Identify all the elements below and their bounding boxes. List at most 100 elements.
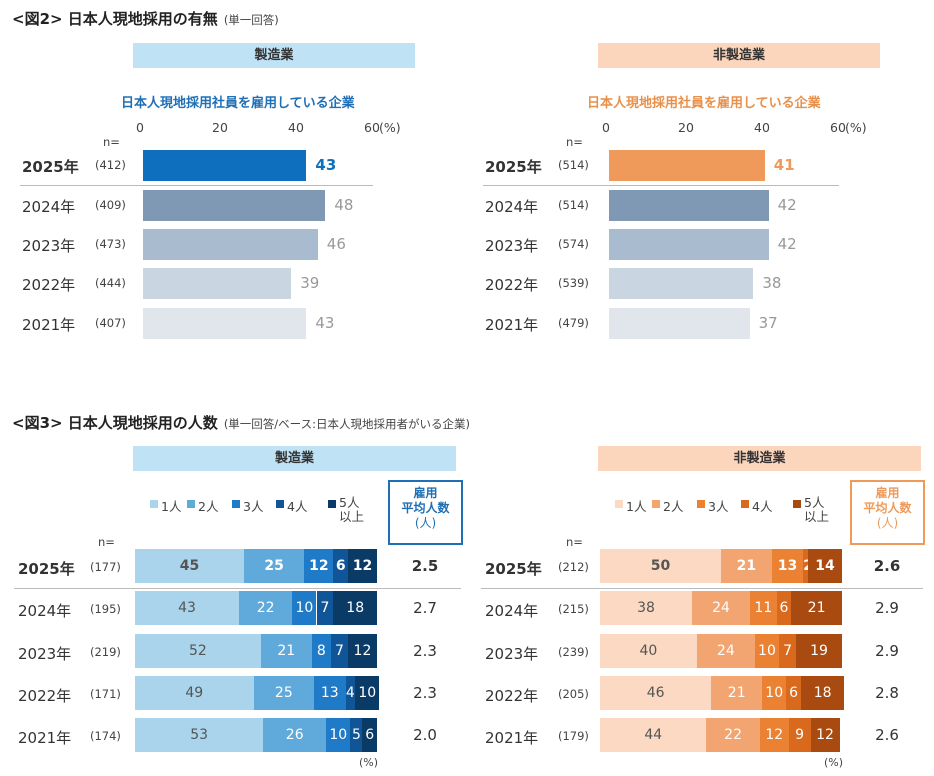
bar-segment: 7 bbox=[331, 634, 348, 668]
legend-item: 1人 bbox=[615, 496, 646, 515]
year-label: 2024年 bbox=[485, 602, 539, 620]
n-count: (514) bbox=[558, 198, 589, 212]
year-label: 2021年 bbox=[485, 316, 539, 334]
bar-segment: 24 bbox=[696, 634, 755, 668]
bar bbox=[609, 229, 769, 260]
avg-header-line: 平均人数 bbox=[401, 501, 450, 515]
bar-segment: 6 bbox=[333, 549, 348, 583]
bar-segment: 7 bbox=[779, 634, 797, 668]
bar-segment: 6 bbox=[786, 676, 801, 710]
n-count: (479) bbox=[558, 316, 589, 330]
unit-label: (%) bbox=[845, 120, 867, 135]
bar-segment: 18 bbox=[333, 591, 377, 625]
bar-value-label: 46 bbox=[326, 235, 346, 253]
year-label: 2025年 bbox=[22, 158, 79, 176]
avg-header-line: 平均人数 bbox=[863, 501, 912, 515]
legend-label: 5人 以上 bbox=[804, 495, 830, 524]
legend-swatch bbox=[793, 500, 801, 508]
bar-segment: 38 bbox=[600, 591, 692, 625]
bar-segment: 18 bbox=[800, 676, 845, 710]
n-count: (407) bbox=[95, 316, 126, 330]
bar bbox=[609, 268, 754, 299]
x-tick-label: 40 bbox=[754, 120, 770, 135]
bar bbox=[609, 308, 750, 339]
n-count: (412) bbox=[95, 158, 126, 172]
avg-header-line: 雇用 bbox=[413, 486, 438, 500]
avg-value: 2.5 bbox=[411, 557, 439, 575]
n-count: (444) bbox=[95, 276, 126, 290]
year-label: 2022年 bbox=[18, 687, 72, 705]
bar-segment: 4 bbox=[345, 676, 356, 710]
bar-segment: 44 bbox=[600, 718, 707, 752]
legend-label: 2人 bbox=[198, 499, 219, 514]
n-count: (205) bbox=[558, 687, 589, 701]
year-label: 2024年 bbox=[485, 198, 539, 216]
bar-value-label: 43 bbox=[315, 156, 337, 174]
bar-segment: 53 bbox=[135, 718, 264, 752]
bar-segment: 10 bbox=[762, 676, 787, 710]
row-separator bbox=[483, 185, 839, 186]
bar-segment: 50 bbox=[600, 549, 721, 583]
x-tick-label: 0 bbox=[602, 120, 610, 135]
year-label: 2021年 bbox=[22, 316, 76, 334]
fig3-mfg-chart: 1人 2人 3人 4人 5人 以上 雇用 平均人数 (人) n= 2025年 (177) 45 25 12 6… bbox=[14, 480, 463, 769]
fig3-title-text: <図3> 日本人現地採用の人数 bbox=[12, 414, 218, 432]
bar-segment: 5 bbox=[350, 718, 363, 752]
bar-segment: 24 bbox=[691, 591, 751, 625]
bar-segment: 21 bbox=[791, 591, 842, 625]
unit-label: (%) bbox=[359, 756, 379, 769]
fig3-nonmfg-band: 非製造業 bbox=[598, 446, 921, 471]
bar-value-label: 42 bbox=[777, 235, 797, 253]
legend-item: 5人 以上 bbox=[328, 496, 364, 524]
bar-value-label: 37 bbox=[758, 314, 778, 332]
n-count: (195) bbox=[90, 602, 121, 616]
bar-segment: 10 bbox=[355, 676, 380, 710]
bar-value-label: 48 bbox=[334, 196, 354, 214]
x-tick-label: 20 bbox=[212, 120, 228, 135]
avg-header-box: 雇用 平均人数 (人) bbox=[850, 480, 925, 545]
n-count: (514) bbox=[558, 158, 589, 172]
n-count: (174) bbox=[90, 729, 121, 743]
n-count: (539) bbox=[558, 276, 589, 290]
n-count: (473) bbox=[95, 237, 126, 251]
legend-item: 5人 以上 bbox=[793, 496, 829, 524]
legend-swatch bbox=[741, 500, 749, 508]
legend-label: 1人 bbox=[161, 499, 182, 514]
bar-segment: 49 bbox=[135, 676, 254, 710]
legend-label: 5人 以上 bbox=[339, 495, 365, 524]
bar-segment: 40 bbox=[600, 634, 697, 668]
year-label: 2023年 bbox=[18, 645, 72, 663]
bar-value-label: 39 bbox=[300, 274, 320, 292]
bar-value-label: 43 bbox=[315, 314, 335, 332]
avg-header-box: 雇用 平均人数 (人) bbox=[388, 480, 463, 545]
fig2-title-text: <図2> 日本人現地採用の有無 bbox=[12, 10, 218, 28]
fig2-mfg-chart: 日本人現地採用社員を雇用している企業 n= 0 20 40 60 (%) 2025年 (412)… bbox=[0, 0, 467, 360]
n-label: n= bbox=[98, 535, 115, 549]
bar bbox=[143, 308, 307, 339]
x-tick-label: 60 bbox=[364, 120, 380, 135]
bar-segment: 43 bbox=[135, 591, 240, 625]
year-label: 2022年 bbox=[22, 276, 76, 294]
avg-header-line: (人) bbox=[876, 516, 899, 530]
bar-value-label: 41 bbox=[773, 156, 795, 174]
n-label: n= bbox=[103, 135, 120, 149]
bar-segment: 13 bbox=[314, 676, 346, 710]
legend-swatch bbox=[150, 500, 158, 508]
legend-item: 3人 bbox=[697, 496, 728, 515]
year-label: 2024年 bbox=[18, 602, 72, 620]
legend-label: 1人 bbox=[626, 499, 647, 514]
legend-swatch bbox=[232, 500, 240, 508]
legend-swatch bbox=[276, 500, 284, 508]
bar-segment: 21 bbox=[711, 676, 763, 710]
avg-value: 2.7 bbox=[413, 599, 437, 617]
x-tick-label: 40 bbox=[288, 120, 304, 135]
bar bbox=[143, 190, 326, 221]
bar bbox=[143, 229, 318, 260]
avg-header-line: 雇用 bbox=[875, 486, 900, 500]
legend-label: 3人 bbox=[708, 499, 729, 514]
row-separator bbox=[481, 588, 923, 589]
bar-segment: 10 bbox=[326, 718, 351, 752]
fig3-mfg-band: 製造業 bbox=[133, 446, 456, 471]
fig2-mfg-band: 製造業 bbox=[133, 43, 415, 68]
